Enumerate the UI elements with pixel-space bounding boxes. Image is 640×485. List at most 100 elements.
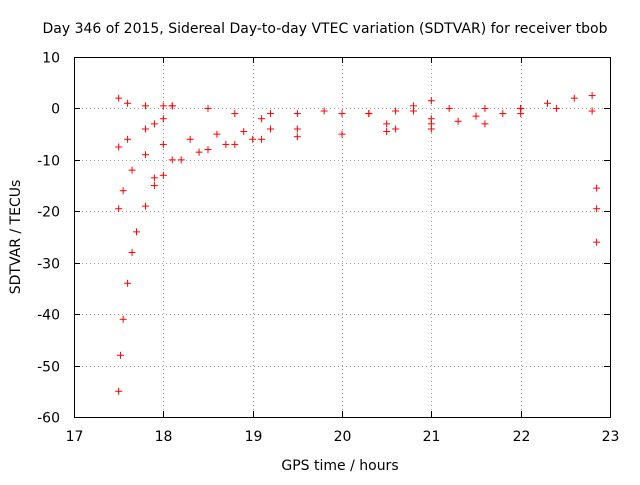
data-point <box>204 146 212 154</box>
data-point <box>195 148 203 156</box>
y-tick-label: -60 <box>37 411 60 427</box>
data-point <box>293 110 301 118</box>
data-point <box>150 182 158 190</box>
data-point <box>159 140 167 148</box>
x-axis-label: GPS time / hours <box>281 458 398 474</box>
y-tick-label: -40 <box>37 308 60 324</box>
data-point <box>213 130 221 138</box>
data-point <box>338 110 346 118</box>
y-tick-label: -10 <box>37 154 60 170</box>
data-point <box>481 104 489 112</box>
series-sat-h <box>365 97 435 118</box>
data-point <box>517 104 525 112</box>
data-point <box>128 248 136 256</box>
data-point <box>258 115 266 123</box>
data-point <box>293 125 301 133</box>
y-tick-label: 0 <box>51 102 60 118</box>
data-point <box>383 120 391 128</box>
data-point <box>115 205 123 213</box>
series-sat-l <box>499 92 596 118</box>
data-point <box>128 166 136 174</box>
data-point <box>552 104 560 112</box>
data-point <box>141 102 149 110</box>
data-point <box>124 99 132 107</box>
x-tick-label: 19 <box>245 429 263 445</box>
data-point <box>116 351 124 359</box>
data-point <box>293 133 301 141</box>
x-tick-label: 22 <box>513 429 531 445</box>
data-point <box>141 202 149 210</box>
data-point <box>593 184 601 192</box>
x-tick-label: 18 <box>155 429 173 445</box>
data-point <box>570 94 578 102</box>
y-tick-label: -20 <box>37 205 60 221</box>
x-tick-label: 21 <box>423 429 441 445</box>
data-point <box>267 110 275 118</box>
data-point <box>231 140 239 148</box>
data-point <box>267 125 275 133</box>
data-point <box>240 128 248 136</box>
data-point <box>454 117 462 125</box>
series-sat-c <box>115 115 167 151</box>
data-point <box>543 99 551 107</box>
series-sat-e <box>115 135 266 395</box>
x-tick-label: 23 <box>602 429 620 445</box>
series-sat-f <box>150 125 435 182</box>
data-point <box>320 107 328 115</box>
y-tick-label: -30 <box>37 257 60 273</box>
y-axis-label: SDTVAR / TECUs <box>8 180 24 295</box>
data-point <box>588 107 596 115</box>
data-point <box>115 143 123 151</box>
data-point <box>249 135 257 143</box>
data-point <box>124 135 132 143</box>
y-tick-label: -50 <box>37 360 60 376</box>
series-sat-m <box>593 184 601 246</box>
data-point <box>472 112 480 120</box>
data-point <box>115 94 123 102</box>
axis-ticks <box>74 57 611 418</box>
data-point <box>338 130 346 138</box>
data-point <box>445 104 453 112</box>
data-point <box>168 156 176 164</box>
data-point <box>409 107 417 115</box>
data-point <box>204 104 212 112</box>
data-point <box>141 125 149 133</box>
data-point <box>481 120 489 128</box>
y-tick-label: 10 <box>42 51 60 67</box>
series-sat-b <box>168 102 266 123</box>
data-point <box>133 228 141 236</box>
y-tick-labels: 10 0 -10 -20 -30 -40 -50 -60 <box>37 51 60 427</box>
data-point <box>499 110 507 118</box>
data-point <box>177 156 185 164</box>
series-sat-i <box>383 110 525 128</box>
data-point <box>159 115 167 123</box>
data-point <box>159 171 167 179</box>
data-point <box>258 135 266 143</box>
data-point <box>593 205 601 213</box>
x-tick-label: 17 <box>66 429 84 445</box>
data-point <box>588 92 596 100</box>
data-point <box>119 315 127 323</box>
data-point <box>222 140 230 148</box>
data-marks <box>115 92 601 395</box>
data-point <box>119 187 127 195</box>
data-point <box>186 135 194 143</box>
series-sat-a <box>115 94 176 110</box>
data-point <box>159 102 167 110</box>
data-point <box>168 102 176 110</box>
data-point <box>115 387 123 395</box>
series-sat-d <box>115 125 301 213</box>
data-point <box>383 128 391 136</box>
series-sat-j <box>392 117 489 133</box>
data-point <box>141 151 149 159</box>
x-tick-label: 20 <box>334 429 352 445</box>
data-point <box>150 120 158 128</box>
data-point <box>365 110 373 118</box>
data-point <box>150 174 158 182</box>
data-point <box>392 125 400 133</box>
data-point <box>427 97 435 105</box>
data-point <box>124 279 132 287</box>
data-point <box>593 238 601 246</box>
